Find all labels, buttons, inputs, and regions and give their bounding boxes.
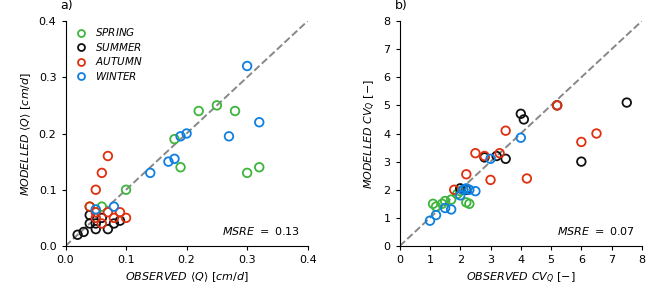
Point: [479, 155, 490, 160]
Point: [115, 210, 125, 214]
Point: [455, 189, 466, 194]
Point: [242, 64, 252, 68]
Y-axis label: $\it{MODELLED\ CV_Q\ [-]}$: $\it{MODELLED\ CV_Q\ [-]}$: [363, 79, 378, 188]
Point: [440, 199, 451, 203]
Point: [552, 103, 563, 108]
Point: [181, 131, 192, 136]
Point: [84, 221, 95, 226]
Point: [90, 187, 101, 192]
Point: [576, 159, 587, 164]
Point: [521, 176, 532, 181]
Point: [84, 204, 95, 209]
Point: [79, 230, 89, 234]
Point: [224, 134, 234, 139]
Point: [470, 151, 481, 156]
Point: [485, 156, 496, 161]
Point: [515, 135, 526, 140]
Point: [254, 120, 265, 125]
Point: [431, 204, 441, 209]
Point: [519, 117, 529, 122]
Point: [84, 213, 95, 218]
Point: [464, 187, 475, 192]
Point: [90, 210, 101, 214]
Point: [500, 128, 511, 133]
Point: [455, 193, 466, 198]
Point: [491, 154, 502, 158]
Legend: $\it{SPRING}$, $\it{SUMMER}$, $\it{AUTUMN}$, $\it{WINTER}$: $\it{SPRING}$, $\it{SUMMER}$, $\it{AUTUM…: [69, 24, 144, 84]
Point: [515, 111, 526, 116]
Point: [96, 204, 107, 209]
Point: [176, 165, 186, 170]
Point: [576, 140, 587, 144]
Point: [452, 192, 462, 197]
Point: [121, 187, 131, 192]
Point: [72, 232, 83, 237]
Point: [96, 170, 107, 175]
Point: [449, 187, 459, 192]
Point: [464, 201, 475, 206]
Point: [552, 103, 563, 108]
Point: [163, 159, 174, 164]
Point: [458, 187, 468, 192]
Point: [495, 151, 505, 156]
Point: [84, 204, 95, 209]
Point: [90, 215, 101, 220]
Point: [103, 154, 113, 158]
Point: [254, 165, 265, 170]
Point: [461, 200, 472, 205]
X-axis label: $\it{OBSERVED\ \langle Q \rangle\ [cm/d]}$: $\it{OBSERVED\ \langle Q \rangle\ [cm/d]…: [125, 271, 248, 284]
Point: [428, 201, 438, 206]
Point: [103, 227, 113, 232]
Point: [437, 201, 447, 206]
Point: [90, 227, 101, 232]
Point: [169, 137, 179, 142]
Point: [455, 186, 466, 191]
Point: [622, 100, 632, 105]
Point: [115, 218, 125, 223]
Point: [109, 204, 119, 209]
Point: [485, 178, 496, 182]
Point: [458, 187, 468, 192]
Text: $\it{MSRE\ =\ 0.07}$: $\it{MSRE\ =\ 0.07}$: [557, 225, 635, 237]
Point: [145, 170, 155, 175]
Point: [109, 215, 119, 220]
Point: [461, 186, 472, 191]
Point: [212, 103, 222, 108]
Point: [96, 221, 107, 226]
Point: [169, 156, 179, 161]
Point: [431, 213, 441, 218]
Point: [90, 207, 101, 212]
Point: [479, 154, 490, 158]
Point: [121, 215, 131, 220]
Text: a): a): [61, 0, 73, 12]
Text: $\it{MSRE\ =\ 0.13}$: $\it{MSRE\ =\ 0.13}$: [222, 225, 301, 237]
Point: [103, 210, 113, 214]
Point: [109, 221, 119, 226]
Point: [470, 189, 481, 194]
Point: [176, 134, 186, 139]
Point: [446, 207, 457, 212]
Point: [440, 206, 451, 210]
Point: [461, 172, 472, 177]
Point: [461, 187, 472, 192]
Point: [500, 156, 511, 161]
Y-axis label: $\it{MODELLED\ \langle Q \rangle\ [cm/d]}$: $\it{MODELLED\ \langle Q \rangle\ [cm/d]…: [20, 71, 33, 196]
Point: [90, 221, 101, 226]
Point: [96, 215, 107, 220]
X-axis label: $\it{OBSERVED\ CV_Q\ [-]}$: $\it{OBSERVED\ CV_Q\ [-]}$: [466, 271, 576, 286]
Point: [591, 131, 602, 136]
Point: [230, 109, 240, 113]
Text: b): b): [395, 0, 407, 12]
Point: [193, 109, 204, 113]
Point: [424, 218, 435, 223]
Point: [242, 170, 252, 175]
Point: [446, 197, 457, 202]
